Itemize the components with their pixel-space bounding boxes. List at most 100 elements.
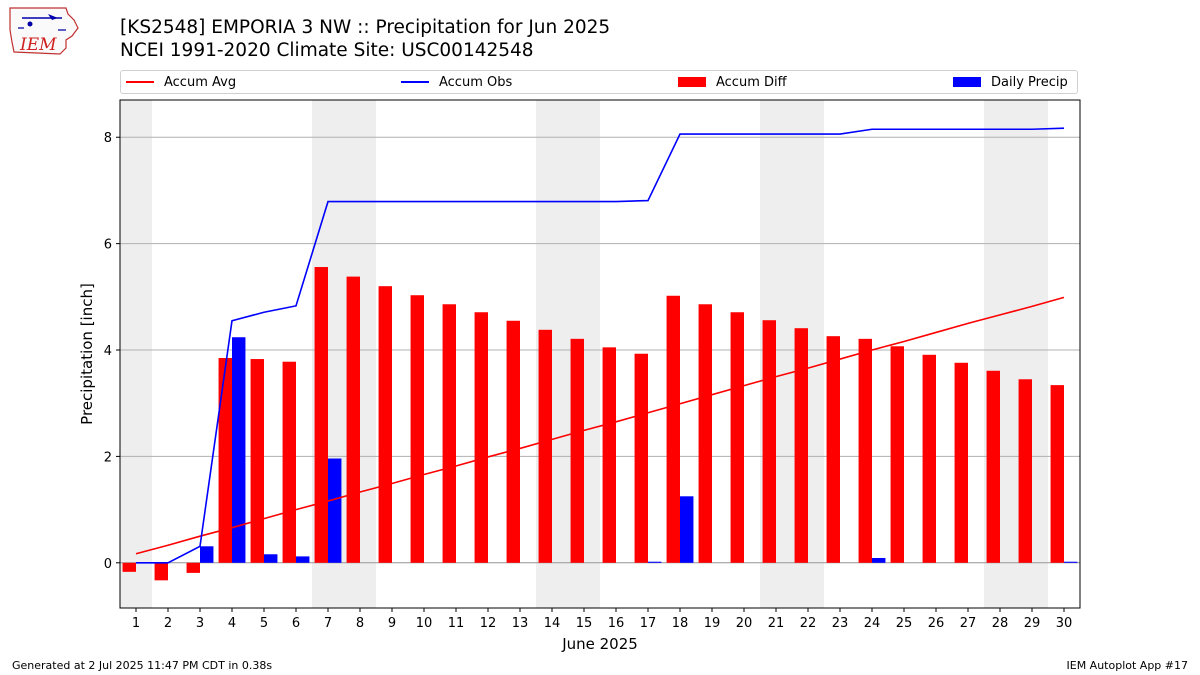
accum-diff-bar	[570, 338, 584, 563]
legend-label: Accum Diff	[716, 74, 787, 90]
daily-precip-bar	[680, 496, 694, 563]
accum-diff-bar	[538, 329, 552, 563]
accum-diff-bar	[378, 286, 392, 563]
accum-diff-bar	[442, 304, 456, 563]
chart-legend: Accum Avg Accum Obs Accum Diff Daily Pre…	[120, 70, 1078, 94]
accum-diff-bar	[122, 562, 136, 572]
accum-diff-bar	[730, 312, 744, 563]
x-tick-label: 1	[132, 616, 140, 631]
legend-patch-icon	[953, 77, 981, 87]
accum-diff-bar	[186, 562, 200, 573]
y-tick-label: 6	[104, 238, 112, 253]
x-tick-label: 19	[704, 616, 721, 631]
x-tick-label: 17	[640, 616, 657, 631]
y-tick-label: 8	[104, 131, 112, 146]
accum-diff-bar	[666, 295, 680, 563]
x-tick-label: 26	[928, 616, 945, 631]
legend-item-daily-precip: Daily Precip	[953, 71, 1068, 93]
x-tick-label: 22	[800, 616, 817, 631]
chart-title: [KS2548] EMPORIA 3 NW :: Precipitation f…	[120, 17, 611, 38]
accum-diff-bar	[314, 267, 328, 563]
accum-diff-bar	[986, 370, 1000, 563]
x-tick-label: 9	[388, 616, 396, 631]
legend-label: Daily Precip	[991, 74, 1068, 90]
accum-diff-bar	[698, 304, 712, 563]
y-axis-label: Precipitation [inch]	[78, 283, 96, 425]
daily-precip-bar	[872, 557, 886, 563]
x-tick-label: 7	[324, 616, 332, 631]
iowa-map-icon: IEM	[9, 7, 79, 55]
legend-line-icon	[401, 81, 429, 83]
daily-precip-bar	[232, 337, 246, 563]
daily-precip-bar	[200, 546, 214, 563]
accum-diff-bar	[506, 320, 520, 563]
accum-diff-bar	[1018, 379, 1032, 563]
daily-precip-bar	[296, 556, 310, 563]
accum-diff-bar	[890, 346, 904, 563]
accum-diff-bar	[1050, 385, 1064, 563]
accum-diff-bar	[954, 362, 968, 563]
x-tick-label: 6	[292, 616, 300, 631]
svg-text:IEM: IEM	[19, 35, 57, 55]
x-tick-label: 4	[228, 616, 236, 631]
x-tick-label: 13	[512, 616, 529, 631]
chart-subtitle: NCEI 1991-2020 Climate Site: USC00142548	[120, 40, 534, 61]
accum-diff-bar	[346, 276, 360, 563]
x-tick-label: 2	[164, 616, 172, 631]
x-axis-label: June 2025	[561, 635, 638, 653]
y-tick-label: 4	[104, 344, 112, 359]
accum-diff-bar	[154, 562, 168, 581]
x-tick-label: 24	[864, 616, 881, 631]
legend-item-accum-avg: Accum Avg	[126, 71, 236, 93]
app-label: IEM Autoplot App #17	[1066, 659, 1189, 672]
weekend-shade	[120, 100, 152, 608]
daily-precip-bar	[264, 554, 278, 563]
accum-diff-bar	[858, 338, 872, 563]
x-tick-label: 11	[448, 616, 465, 631]
accum-avg-line	[135, 296, 1065, 555]
x-tick-label: 5	[260, 616, 268, 631]
accum-obs-line	[136, 127, 1065, 564]
x-tick-label: 16	[608, 616, 625, 631]
x-tick-label: 25	[896, 616, 913, 631]
x-tick-label: 14	[544, 616, 561, 631]
accum-diff-bar	[250, 359, 264, 563]
daily-precip-bar	[328, 458, 342, 563]
accum-diff-bar	[410, 295, 424, 563]
plot-frame	[119, 99, 1081, 609]
x-tick-label: 29	[1024, 616, 1041, 631]
x-tick-label: 20	[736, 616, 753, 631]
legend-item-accum-obs: Accum Obs	[401, 71, 512, 93]
x-tick-label: 27	[960, 616, 977, 631]
accum-diff-bar	[634, 353, 648, 563]
x-tick-label: 23	[832, 616, 849, 631]
legend-patch-icon	[678, 77, 706, 87]
y-tick-label: 2	[104, 450, 112, 465]
accum-diff-bar	[762, 320, 776, 563]
x-tick-label: 3	[196, 616, 204, 631]
generated-timestamp: Generated at 2 Jul 2025 11:47 PM CDT in …	[12, 659, 273, 672]
iem-logo: IEM	[8, 6, 80, 58]
y-tick-label: 0	[104, 557, 112, 572]
x-tick-label: 30	[1056, 616, 1073, 631]
legend-line-icon	[126, 81, 154, 83]
x-tick-label: 15	[576, 616, 593, 631]
x-tick-label: 8	[356, 616, 364, 631]
x-tick-label: 21	[768, 616, 785, 631]
accum-diff-bar	[794, 328, 808, 563]
accum-diff-bar	[282, 361, 296, 563]
daily-precip-bar	[1064, 561, 1078, 563]
accum-diff-bar	[218, 357, 232, 563]
x-tick-label: 12	[480, 616, 497, 631]
accum-diff-bar	[602, 347, 616, 563]
daily-precip-bar	[648, 561, 662, 563]
accum-diff-bar	[922, 354, 936, 563]
x-tick-label: 28	[992, 616, 1009, 631]
x-tick-label: 10	[416, 616, 433, 631]
legend-label: Accum Obs	[439, 74, 513, 90]
accum-diff-bar	[474, 312, 488, 563]
accum-diff-bar	[826, 336, 840, 563]
legend-label: Accum Avg	[164, 74, 237, 90]
x-tick-label: 18	[672, 616, 689, 631]
